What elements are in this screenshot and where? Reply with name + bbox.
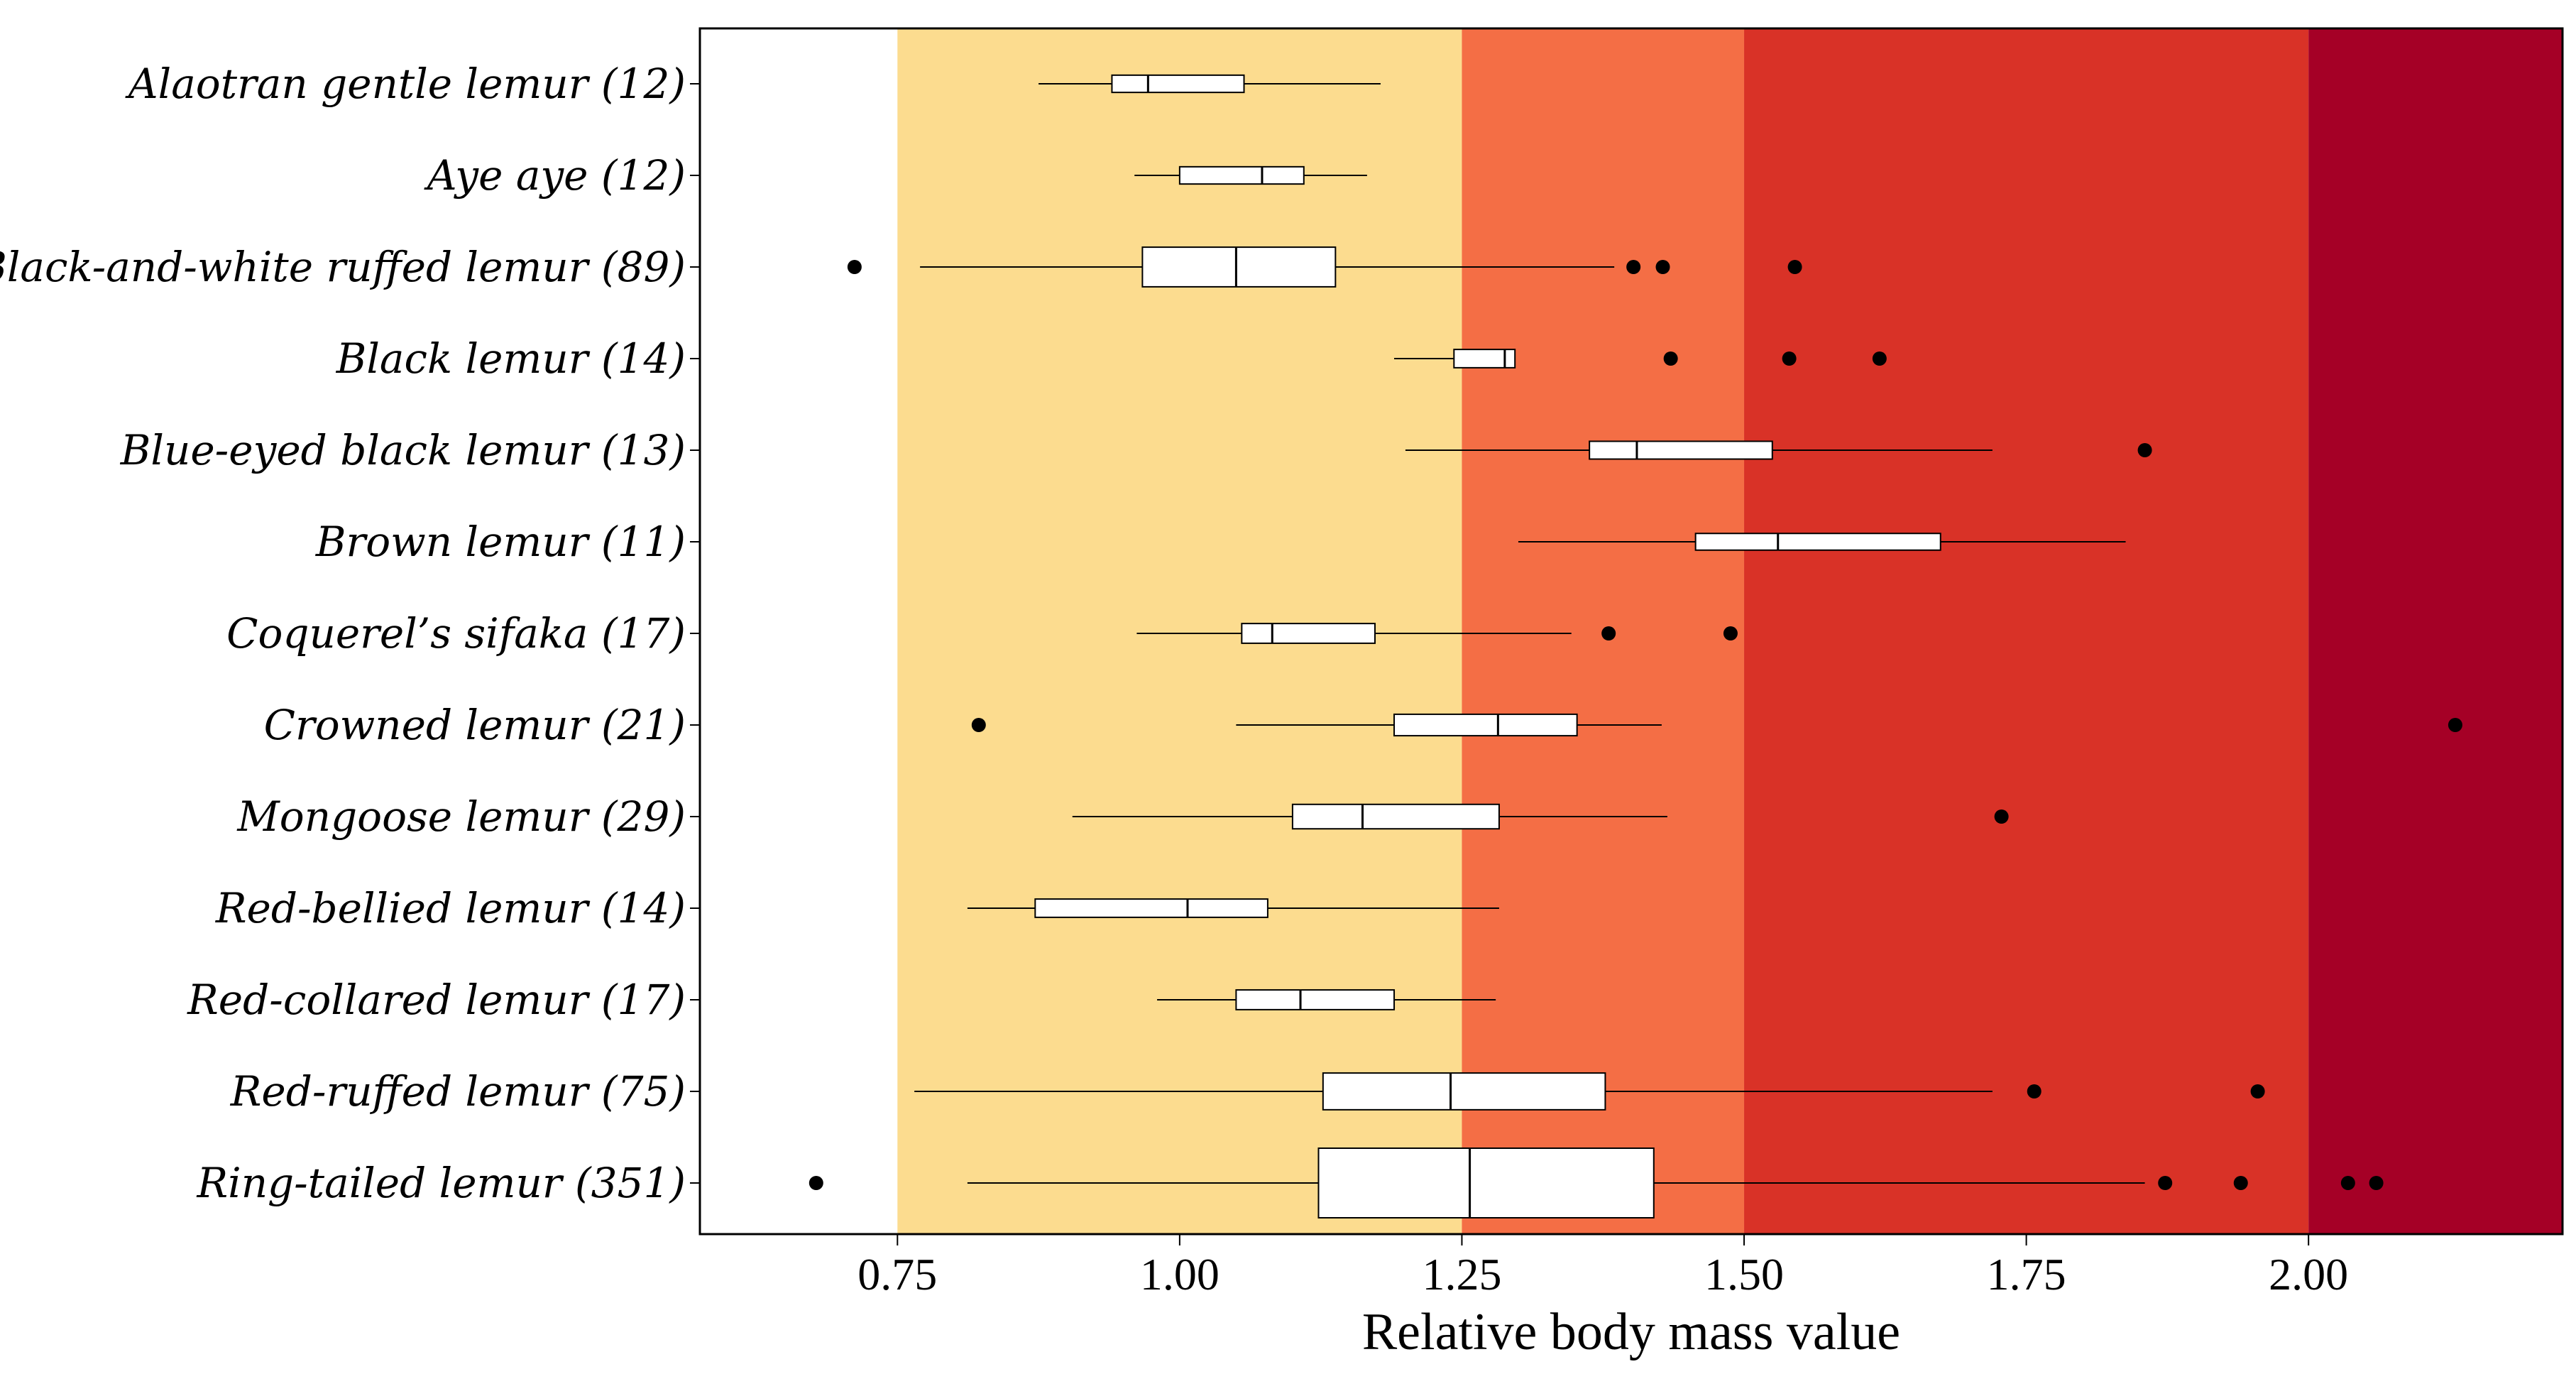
category-label: Black lemur (14) <box>336 334 686 383</box>
iqr-box <box>1141 246 1337 288</box>
outlier-point <box>2250 1084 2265 1098</box>
outlier-point <box>971 718 986 732</box>
iqr-box <box>1291 803 1500 830</box>
category-label: Crowned lemur (21) <box>264 701 686 749</box>
plot-frame <box>698 27 2564 1236</box>
iqr-box <box>1589 440 1773 460</box>
box-row <box>971 713 2462 737</box>
category-label: Mongoose lemur (29) <box>236 792 686 841</box>
category-label: Aye aye (12) <box>424 151 686 200</box>
x-tick-label: 1.75 <box>1987 1249 2066 1299</box>
box-row <box>847 246 1802 288</box>
outlier-point <box>2027 1084 2041 1098</box>
box-row <box>809 1147 2384 1218</box>
x-tick-label: 1.25 <box>1422 1249 1501 1299</box>
box-row <box>1157 989 1496 1010</box>
outlier-point <box>1782 351 1797 366</box>
outlier-point <box>1601 626 1616 640</box>
x-tick-label: 1.50 <box>1704 1249 1784 1299</box>
band-0 <box>700 28 898 1234</box>
x-tick-label: 0.75 <box>857 1249 937 1299</box>
category-label: Red-bellied lemur (14) <box>215 884 686 932</box>
category-label: Red-ruffed lemur (75) <box>230 1067 686 1116</box>
category-label: Blue-eyed black lemur (13) <box>120 426 686 474</box>
category-label: Red-collared lemur (17) <box>187 976 686 1024</box>
outlier-point <box>809 1176 823 1190</box>
outlier-point <box>1723 626 1738 640</box>
category-label: Brown lemur (11) <box>315 518 686 566</box>
x-axis: 0.75 1.00 1.25 1.50 1.75 2.00 <box>857 1234 2348 1299</box>
category-label: Black-and-white ruffed lemur (89) <box>0 243 686 291</box>
category-label: Coquerel’s sifaka (17) <box>226 609 686 658</box>
outlier-point <box>1872 351 1887 366</box>
outlier-point <box>2158 1176 2173 1190</box>
box-row <box>914 1072 2265 1111</box>
category-label: Ring-tailed lemur (351) <box>196 1159 686 1207</box>
box-rows <box>809 74 2462 1218</box>
iqr-box <box>1111 74 1245 94</box>
outlier-point <box>2369 1176 2384 1190</box>
box-row <box>1518 533 2126 551</box>
iqr-box <box>1322 1072 1606 1111</box>
iqr-box <box>1178 165 1305 185</box>
outlier-point <box>2448 718 2462 732</box>
outlier-point <box>1626 260 1641 274</box>
band-4 <box>2308 28 2563 1234</box>
iqr-box <box>1241 623 1376 644</box>
x-tick-label: 1.00 <box>1140 1249 1220 1299</box>
box-row <box>967 898 1499 918</box>
x-axis-title: Relative body mass value <box>1362 1303 1900 1361</box>
box-row <box>1394 349 1887 369</box>
category-labels: Alaotran gentle lemur (12) Aye aye (12) Bl… <box>0 60 700 1207</box>
box-row <box>1405 440 2152 460</box>
outlier-point <box>1787 260 1802 274</box>
iqr-box <box>1317 1147 1655 1218</box>
box-row <box>1134 165 1367 185</box>
outlier-point <box>1994 809 2009 824</box>
value-bands <box>700 28 2563 1234</box>
band-1 <box>897 28 1462 1234</box>
box-row <box>1038 74 1381 94</box>
band-3 <box>1744 28 2309 1234</box>
category-label: Alaotran gentle lemur (12) <box>125 60 686 108</box>
outlier-point <box>1663 351 1678 366</box>
outlier-point <box>2233 1176 2248 1190</box>
iqr-box <box>1034 898 1268 918</box>
outlier-point <box>847 260 862 274</box>
outlier-point <box>2137 443 2152 457</box>
outlier-point <box>2340 1176 2355 1190</box>
outlier-point <box>1655 260 1670 274</box>
iqr-box <box>1235 989 1396 1010</box>
iqr-box <box>1694 533 1941 551</box>
iqr-box <box>1393 713 1578 737</box>
box-row <box>1136 623 1738 644</box>
x-tick-label: 2.00 <box>2269 1249 2348 1299</box>
box-row <box>1072 803 2009 830</box>
